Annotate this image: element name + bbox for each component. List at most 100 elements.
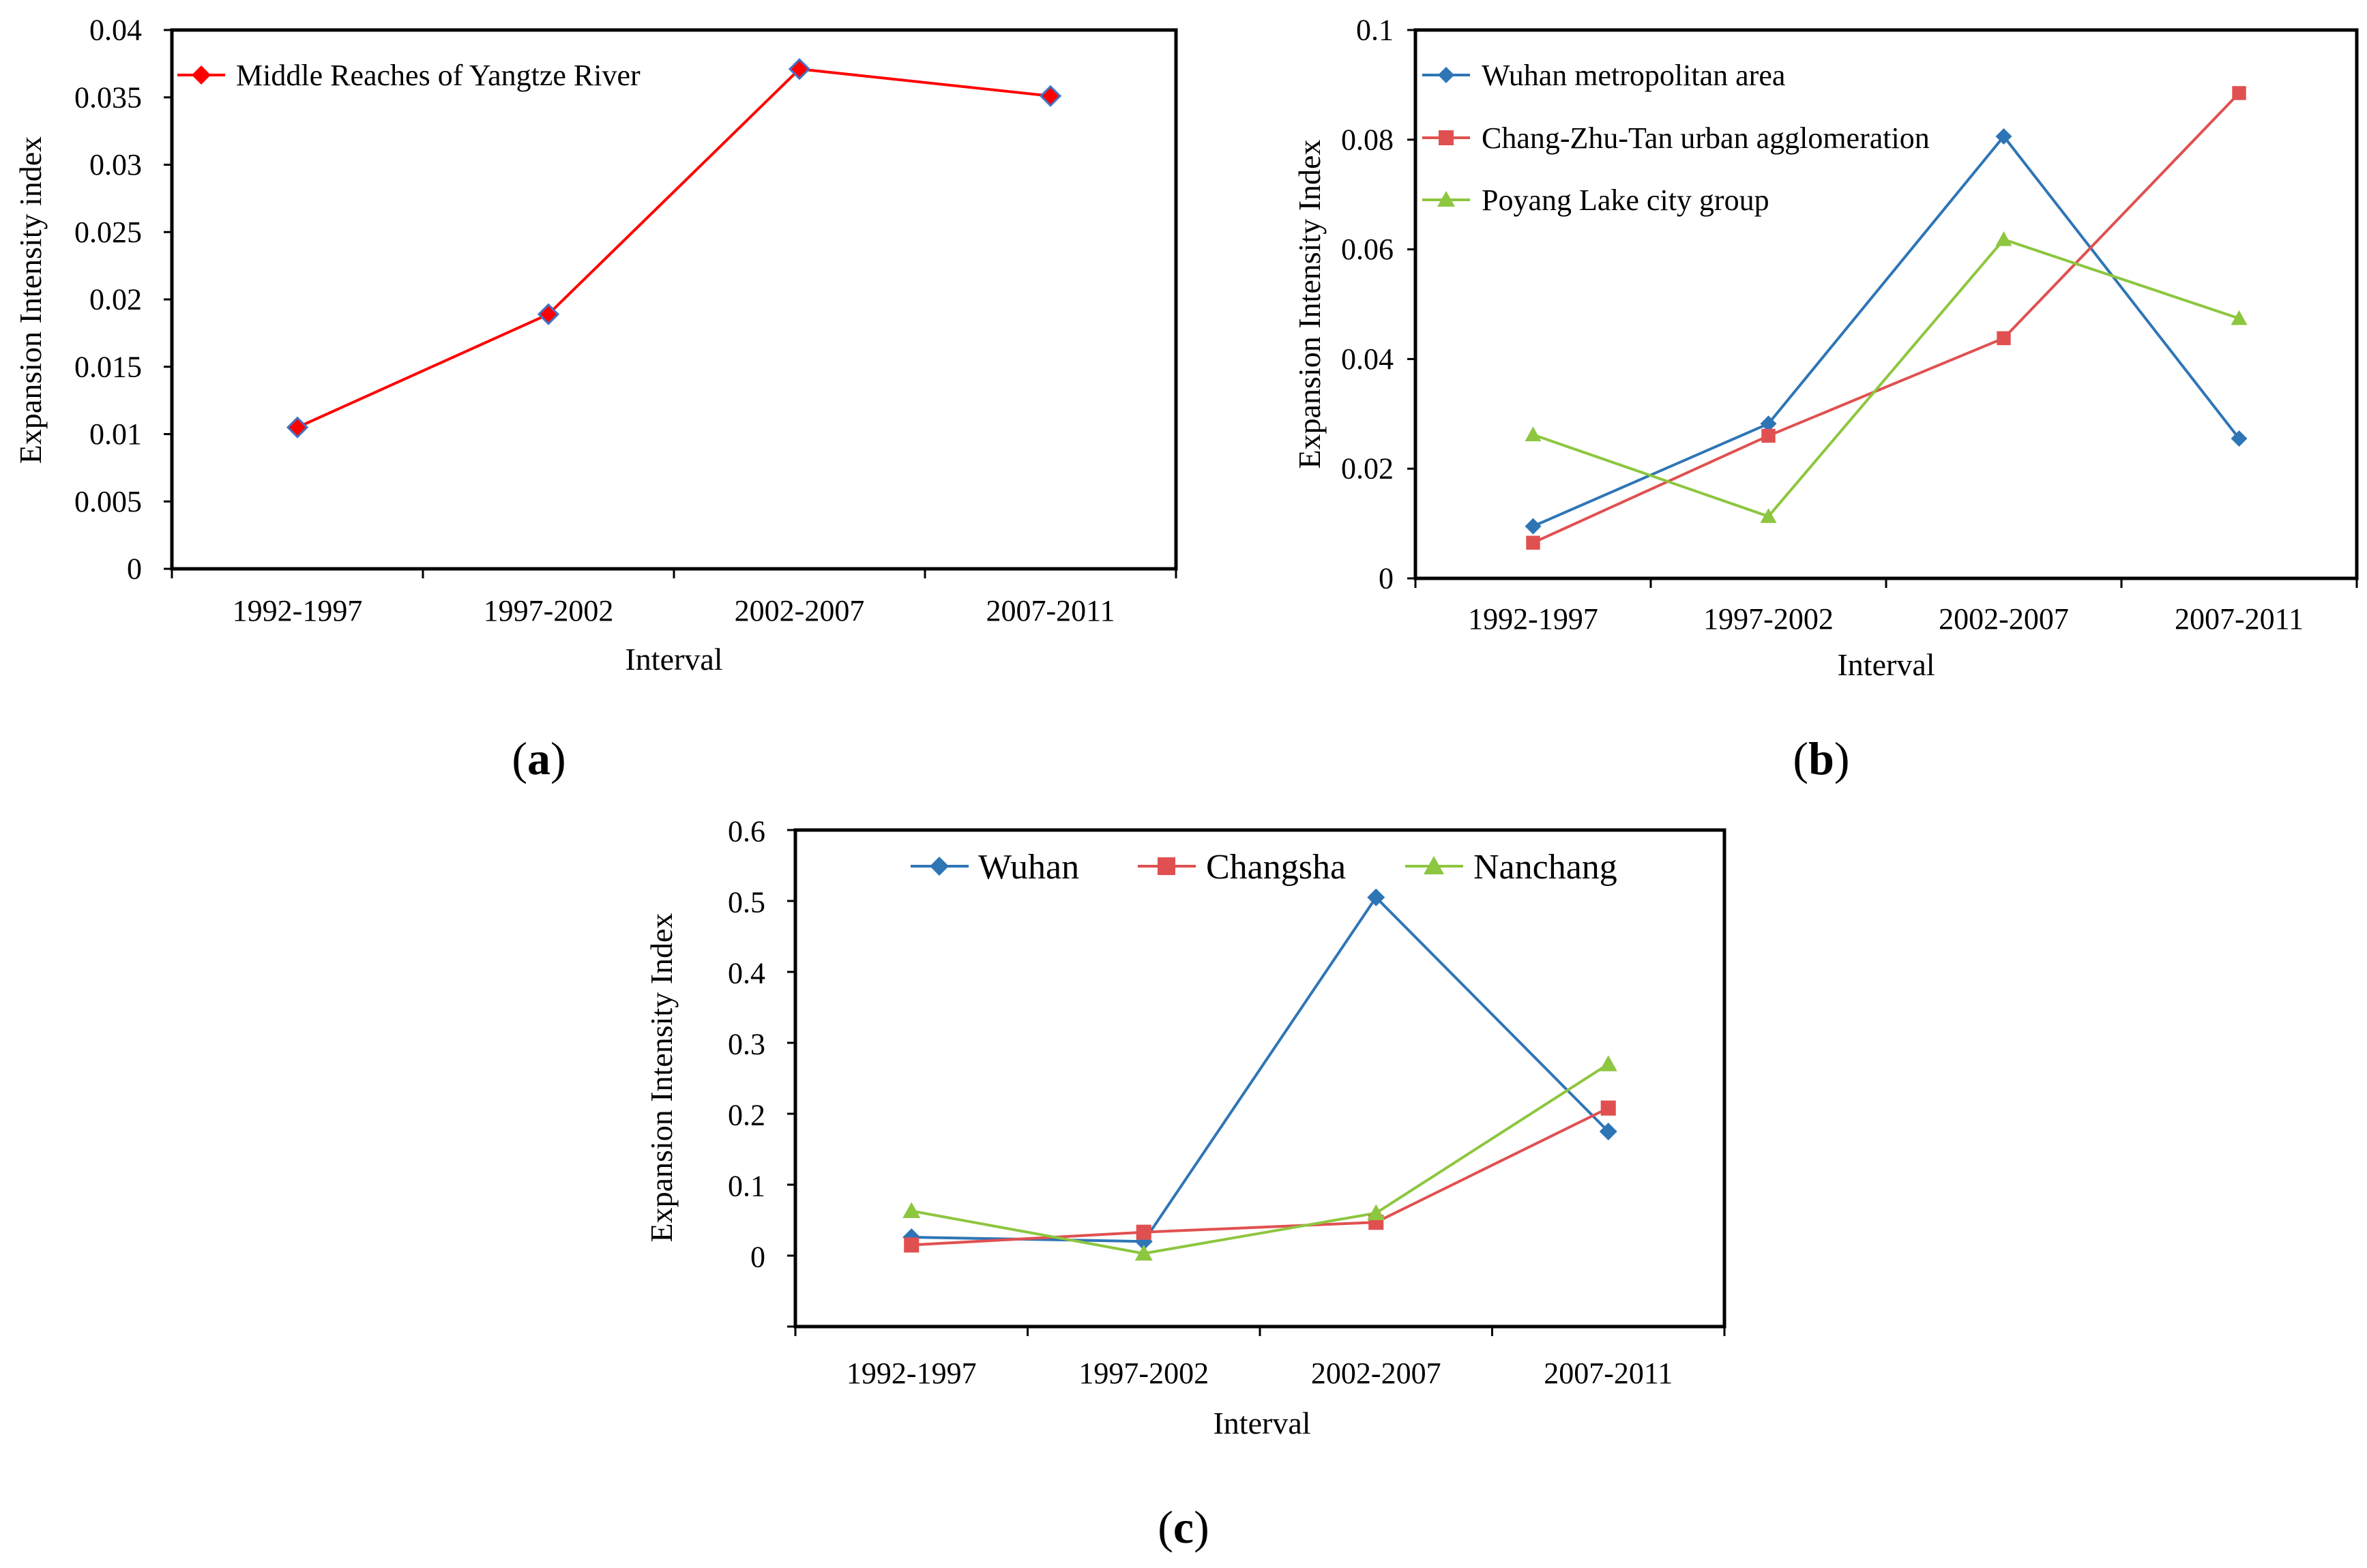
panel-c-series-2-point	[904, 1237, 920, 1253]
panel-c-y-ticks: 0 0.1 0.2 0.3 0.4 0.5 0.6	[728, 815, 795, 1328]
panel-b-x-axis-title: Interval	[1837, 647, 1935, 682]
panel-b-plot-frame	[1413, 28, 2359, 580]
panel-c-series-2-point	[1136, 1224, 1151, 1240]
panel-c-series-line-1	[911, 895, 1610, 1243]
panel-b-series-1-point	[2231, 430, 2248, 447]
panel-c-x-tick-label: 2007-2011	[1544, 1357, 1673, 1390]
panel-a-legend-marker	[192, 65, 211, 85]
panel-b-series-2-point	[1526, 535, 1540, 550]
panel-b-series-3-point	[2231, 310, 2248, 325]
panel-c-legend-marker-2	[1158, 857, 1175, 875]
panel-c-x-ticks: 1992-1997 1997-2002 2002-2007 2007-2011	[794, 1327, 1726, 1390]
panel-c-x-axis-title: Interval	[1213, 1406, 1310, 1440]
panel-b-y-tick-label: 0.08	[1341, 123, 1394, 156]
panel-a-y-tick-label: 0.02	[89, 283, 142, 316]
panel-b-legend-label-1: Wuhan metropolitan area	[1482, 59, 1785, 92]
panel-b-x-tick-label: 1997-2002	[1703, 602, 1834, 636]
panel-c-legend-label-2: Changsha	[1206, 848, 1346, 887]
panel-c-caption-letter: c	[1173, 1501, 1194, 1553]
panel-c-y-tick-label: 0.2	[728, 1099, 765, 1132]
panel-c-y-tick-label: 0.5	[728, 886, 765, 919]
panel-c-x-tick-label: 1992-1997	[847, 1357, 977, 1390]
panel-c-caption: (c)	[1158, 1501, 1209, 1553]
panel-c-series-3-point	[1367, 1204, 1385, 1220]
panel-b-legend-marker-2	[1439, 130, 1454, 145]
panel-c-series-3-point	[1599, 1055, 1617, 1071]
panel-b: 0 0.02 0.04 0.06 0.08 0.1 1992-1997 1997-2002 2…	[1292, 14, 2359, 784]
panel-b-series-2-point	[2232, 86, 2246, 100]
panel-c-series-1-point	[1367, 888, 1385, 906]
panel-b-x-ticks: 1992-1997 1997-2002 2002-2007 2007-2011	[1414, 578, 2358, 636]
panel-c-y-tick-label: 0.1	[728, 1170, 765, 1203]
panel-c-series-line-3	[911, 1063, 1609, 1255]
panel-b-x-tick-label: 2007-2011	[2175, 602, 2304, 636]
panel-a-y-tick-label: 0.005	[74, 485, 142, 518]
panel-c-series	[902, 888, 1617, 1261]
panel-b-legend: Wuhan metropolitan area Chang-Zhu-Tan ur…	[1422, 59, 1930, 217]
panel-b-series-line-2	[1532, 92, 2240, 544]
panel-b-legend-label-3: Poyang Lake city group	[1482, 183, 1769, 217]
panel-c-series-1-point	[1599, 1123, 1617, 1140]
panel-c-x-tick-label: 1997-2002	[1078, 1357, 1209, 1390]
panel-b-caption: (b)	[1793, 733, 1849, 784]
panel-a-x-tick-label: 1992-1997	[233, 594, 363, 627]
panel-a-y-tick-label: 0.04	[89, 14, 142, 47]
panel-b-caption-letter: b	[1808, 733, 1834, 784]
panel-c-y-tick-label: 0	[750, 1241, 765, 1274]
panel-c-legend-marker-1	[930, 857, 949, 876]
panel-a-caption: (a)	[512, 733, 565, 784]
panel-c-y-axis-title: Expansion Intensity Index	[644, 913, 679, 1243]
panel-c-series-3-point	[1134, 1244, 1153, 1261]
panel-c-x-tick-label: 2002-2007	[1311, 1357, 1441, 1390]
panel-b-x-tick-label: 2002-2007	[1939, 602, 2069, 636]
panel-a-y-tick-label: 0.01	[89, 417, 142, 451]
panel-a-plot-frame	[170, 28, 1178, 571]
panel-a-y-tick-label: 0.025	[74, 216, 142, 249]
panel-a-series-1-point	[788, 58, 811, 80]
panel-b-y-axis-title: Expansion Intensity Index	[1292, 140, 1327, 469]
panel-c-y-tick-label: 0.3	[728, 1028, 765, 1061]
panel-b-series-3-point	[1525, 426, 1542, 441]
panel-b-series-3-point	[1995, 231, 2012, 246]
panel-a-series	[286, 58, 1062, 439]
panel-a-y-tick-label: 0.015	[74, 350, 142, 383]
panel-b-y-tick-label: 0.06	[1341, 233, 1394, 266]
panel-a-x-axis-title: Interval	[625, 642, 722, 677]
panel-c: 0 0.1 0.2 0.3 0.4 0.5 0.6 1992-1997 1997-2002 20…	[644, 815, 1726, 1553]
panel-c-legend: Wuhan Changsha Nanchang	[911, 848, 1617, 887]
panel-b-series-2-point	[1997, 331, 2011, 346]
panel-a-series-1-point	[286, 416, 309, 439]
panel-c-legend-label-3: Nanchang	[1473, 848, 1617, 887]
panel-b-y-ticks: 0 0.02 0.04 0.06 0.08 0.1	[1341, 14, 1415, 595]
panel-b-legend-label-2: Chang-Zhu-Tan urban agglomeration	[1482, 121, 1930, 155]
panel-a-series-1-point	[537, 303, 560, 325]
panel-b-series-1-point	[1995, 128, 2012, 145]
panel-c-y-tick-label: 0.4	[728, 957, 765, 990]
panel-c-series-2-point	[1600, 1100, 1616, 1116]
panel-b-series	[1525, 86, 2248, 550]
panel-a-y-ticks: 0 0.005 0.01 0.015 0.02 0.025 0.03 0.035 0.04	[74, 14, 172, 586]
panel-a-x-ticks: 1992-1997 1997-2002 2002-2007 2007-2011	[171, 569, 1177, 627]
panel-b-legend-marker-3	[1437, 191, 1455, 207]
panel-c-y-tick-label: 0.6	[728, 815, 765, 848]
panel-b-y-tick-label: 0.04	[1341, 342, 1394, 376]
panel-a-legend: Middle Reaches of Yangtze River	[177, 59, 641, 92]
panel-c-legend-label-1: Wuhan	[978, 848, 1079, 887]
panel-b-series-line-3	[1532, 237, 2240, 518]
panel-a-series-1-point	[1039, 85, 1062, 107]
panel-b-series-1-point	[1760, 415, 1777, 432]
panel-c-series-line-2	[911, 1106, 1609, 1247]
panel-b-series-3-point	[1760, 508, 1777, 523]
panel-a-series-line-1	[297, 68, 1051, 429]
panel-a-caption-letter: a	[527, 733, 550, 784]
panel-a-x-tick-label: 2007-2011	[986, 594, 1115, 627]
panel-b-series-2-point	[1761, 428, 1776, 443]
panel-a-y-tick-label: 0.035	[74, 80, 142, 114]
panel-a: 0 0.005 0.01 0.015 0.02 0.025 0.03 0.035 0.04 19…	[13, 14, 1178, 784]
panel-a-y-tick-label: 0.03	[89, 148, 142, 181]
panel-b-y-tick-label: 0	[1379, 562, 1394, 595]
panel-b-y-tick-label: 0.1	[1356, 14, 1394, 47]
panel-a-y-tick-label: 0	[127, 552, 142, 586]
panel-c-legend-marker-3	[1424, 856, 1444, 874]
